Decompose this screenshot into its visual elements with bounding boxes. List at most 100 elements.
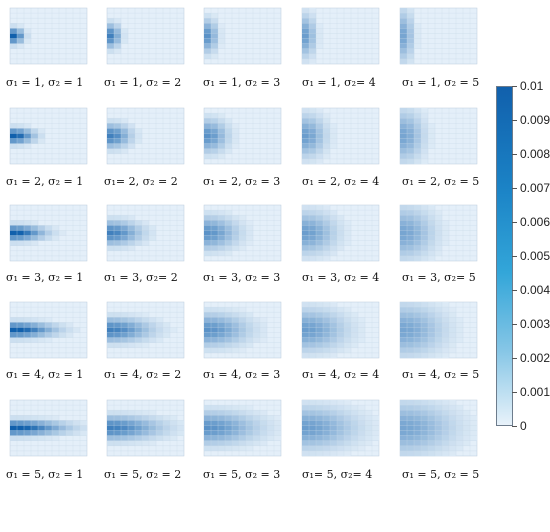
heatmap-cell [449, 435, 457, 441]
heatmap-cell [316, 28, 324, 34]
heatmap-cell [442, 220, 450, 226]
panel-caption: σ₁ = 1, σ₂ = 1 [6, 76, 84, 89]
heatmap-panel [203, 107, 282, 165]
heatmap-cell [456, 327, 464, 333]
heatmap-cell [156, 420, 164, 426]
heatmap-cell [246, 425, 254, 431]
heatmap-cell [309, 255, 317, 262]
heatmap-cell [351, 342, 359, 349]
heatmap-cell [232, 123, 240, 129]
heatmap-cell [163, 322, 171, 328]
heatmap-cell [309, 445, 317, 452]
heatmap-cell [428, 435, 436, 441]
heatmap-cell [302, 440, 310, 447]
heatmap-cell [260, 430, 268, 436]
heatmap-cell [323, 245, 331, 252]
heatmap-cell [435, 317, 443, 323]
colorbar-tick-label: 0.002 [520, 351, 550, 365]
heatmap-cell [323, 235, 331, 241]
heatmap-cell [10, 420, 18, 426]
heatmap-cell [204, 113, 212, 119]
heatmap-cell [107, 425, 115, 431]
heatmap-cell [225, 220, 233, 226]
heatmap-cell [309, 420, 317, 426]
heatmap-cell [232, 405, 240, 411]
heatmap-cell [400, 312, 408, 318]
heatmap-cell [309, 33, 317, 39]
heatmap-cell [239, 425, 247, 431]
heatmap-cell [10, 240, 18, 246]
heatmap-cell [211, 53, 219, 60]
heatmap-cell [414, 312, 422, 318]
heatmap-cell [225, 240, 233, 246]
heatmap-cell [421, 225, 429, 231]
heatmap-panel [9, 204, 88, 262]
heatmap-cell [114, 38, 122, 44]
heatmap-cell [246, 435, 254, 441]
heatmap-cell [128, 410, 136, 416]
heatmap-cell [330, 128, 338, 134]
heatmap-cell [302, 250, 310, 257]
heatmap-cell [253, 425, 261, 431]
heatmap-cell [218, 225, 226, 231]
heatmap-cell [107, 312, 115, 318]
heatmap-cell [428, 220, 436, 226]
heatmap-cell [344, 220, 352, 226]
heatmap-cell [309, 240, 317, 246]
heatmap-cell [428, 342, 436, 349]
heatmap-cell [66, 430, 74, 436]
panel-caption: σ₁ = 4, σ₂ = 5 [402, 368, 480, 381]
heatmap-cell [246, 235, 254, 241]
heatmap-cell [274, 420, 282, 426]
heatmap-cell [449, 342, 457, 349]
heatmap-cell [428, 307, 436, 313]
heatmap-cell [400, 148, 408, 155]
heatmap-cell [218, 235, 226, 241]
heatmap-cell [121, 148, 129, 155]
panel-caption: σ₁ = 1, σ₂ = 2 [104, 76, 182, 89]
heatmap-cell [309, 307, 317, 313]
heatmap-cell [302, 307, 310, 313]
heatmap-cell [17, 128, 25, 134]
heatmap-cell [414, 255, 422, 262]
heatmap-cell [246, 410, 254, 416]
heatmap-cell [142, 312, 150, 318]
heatmap-cell [309, 133, 317, 139]
heatmap-cell [316, 347, 324, 354]
heatmap-cell [449, 410, 457, 416]
heatmap-cell [330, 440, 338, 447]
heatmap-cell [260, 322, 268, 328]
heatmap-cell [400, 352, 408, 359]
heatmap-cell [204, 143, 212, 149]
heatmap-cell [316, 133, 324, 139]
heatmap-cell [442, 240, 450, 246]
heatmap-cell [400, 347, 408, 354]
heatmap-cell [107, 133, 115, 139]
panel-caption: σ₁ = 4, σ₂ = 4 [302, 368, 380, 381]
heatmap-cell [449, 337, 457, 343]
panel-caption: σ₁ = 5, σ₂ = 3 [203, 468, 281, 481]
heatmap-cell [421, 307, 429, 313]
heatmap-cell [239, 430, 247, 436]
heatmap-cell [149, 435, 157, 441]
heatmap-cell [38, 420, 46, 426]
heatmap-cell [239, 240, 247, 246]
heatmap-cell [107, 322, 115, 328]
heatmap-cell [358, 440, 366, 447]
heatmap-cell [232, 143, 240, 149]
heatmap-cell [31, 220, 39, 226]
heatmap-cell [246, 332, 254, 338]
heatmap-cell [337, 430, 345, 436]
heatmap-cell [456, 425, 464, 431]
heatmap-cell [407, 220, 415, 226]
panel-caption: σ₁ = 5, σ₂ = 1 [6, 468, 84, 481]
heatmap-panel [9, 399, 88, 457]
heatmap-cell [400, 113, 408, 119]
heatmap-cell [316, 435, 324, 441]
heatmap-cell [428, 415, 436, 421]
heatmap-cell [323, 210, 331, 216]
heatmap-panel [203, 399, 282, 457]
heatmap-cell [435, 410, 443, 416]
heatmap-cell [302, 113, 310, 119]
heatmap-cell [337, 327, 345, 333]
